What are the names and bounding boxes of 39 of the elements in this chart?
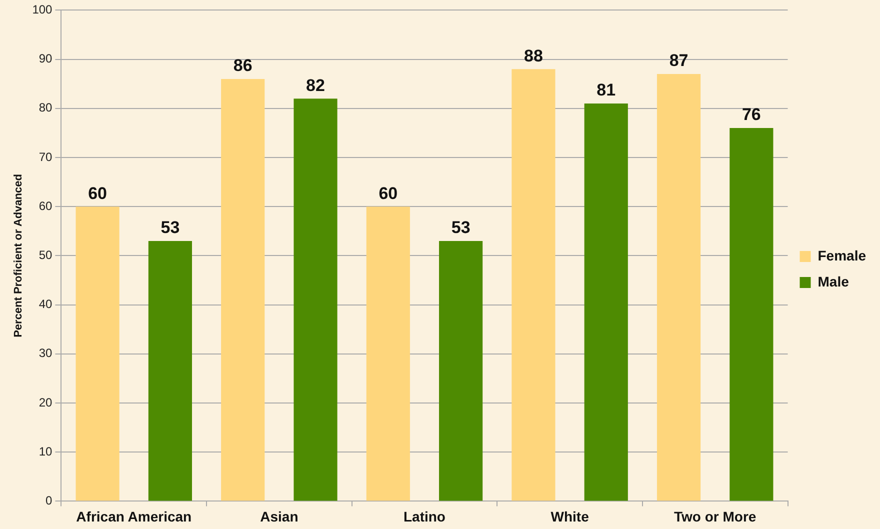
y-tick-label: 40 [38, 297, 53, 312]
data-label: 86 [233, 56, 252, 76]
bar [656, 74, 701, 501]
y-tick-label: 70 [38, 150, 53, 164]
x-tick-label: Latino [403, 508, 446, 524]
y-axis-title: Percent Proficient or Advanced [12, 174, 25, 338]
data-label: 88 [524, 46, 543, 66]
x-tick-label: Asian [260, 508, 298, 524]
bar [439, 240, 483, 501]
bar [366, 206, 410, 501]
bar [221, 78, 265, 501]
bar [76, 206, 120, 501]
data-label: 87 [669, 51, 688, 70]
y-tick-label: 10 [38, 444, 53, 458]
x-tick-label: White [550, 508, 590, 524]
x-tick-label: African American [76, 508, 192, 524]
bar [730, 128, 774, 501]
y-tick-label: 30 [38, 346, 53, 360]
bar [294, 98, 338, 501]
y-tick-label: 80 [38, 100, 53, 115]
y-tick-label: 100 [32, 2, 53, 17]
y-tick-label: 50 [38, 248, 53, 262]
data-label: 53 [451, 218, 470, 238]
y-tick-label: 0 [46, 494, 53, 508]
data-label: 82 [306, 76, 325, 95]
bar [512, 69, 556, 501]
y-tick-label: 20 [38, 395, 53, 410]
data-label: 60 [88, 184, 108, 203]
y-tick-label: 90 [38, 52, 53, 66]
data-label: 53 [160, 218, 180, 238]
y-tick-label: 60 [38, 198, 53, 213]
data-label: 76 [742, 105, 761, 124]
legend-label: Female [818, 247, 866, 264]
data-label: 60 [378, 184, 398, 203]
legend-label: Male [818, 273, 850, 290]
bar [584, 103, 628, 501]
x-tick-label: Two or More [674, 508, 756, 524]
data-label: 81 [596, 80, 616, 100]
bar [148, 240, 192, 501]
